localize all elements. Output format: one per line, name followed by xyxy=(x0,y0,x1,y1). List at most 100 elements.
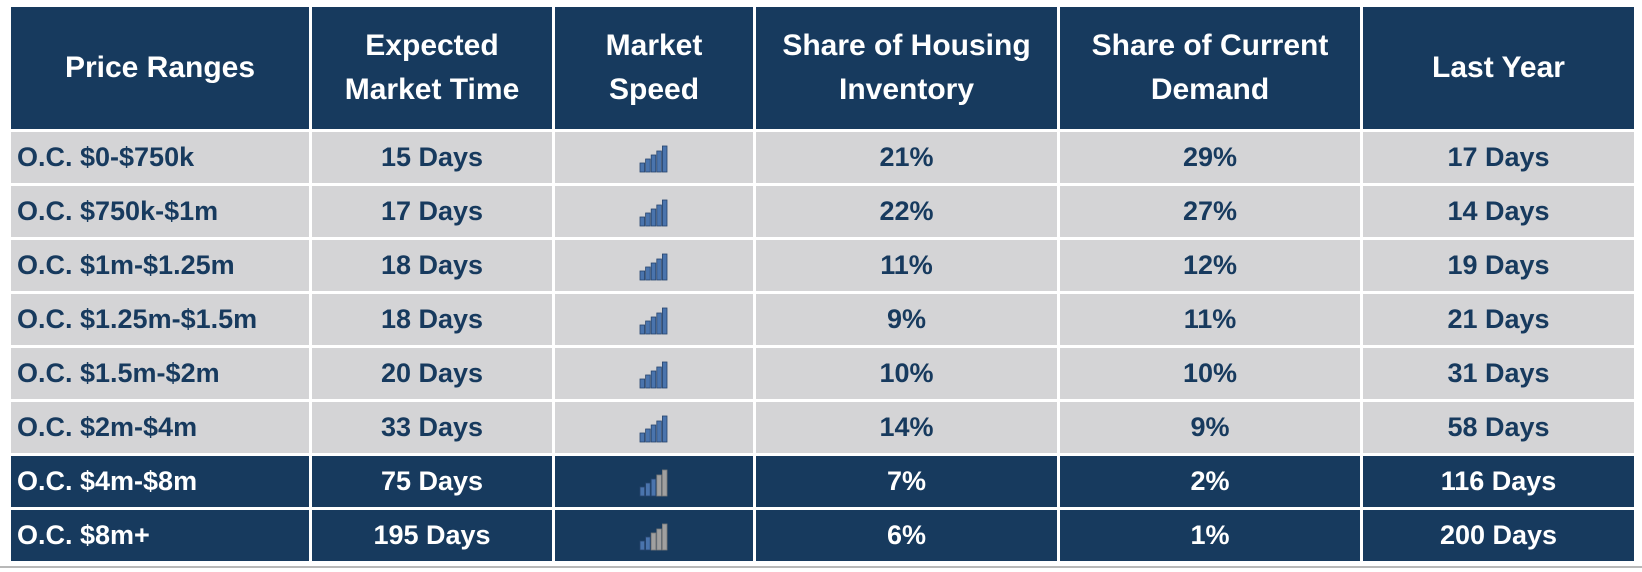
cell-last-year-text: 21 Days xyxy=(1447,304,1550,334)
signal-bar xyxy=(656,366,662,389)
cell-share-of-current-demand: 9% xyxy=(1057,399,1363,456)
table-body: O.C. $0-$750k 15 Days 21% 29% 17 Days O.C. $7… xyxy=(8,129,1637,564)
cell-share-of-housing-inventory: 11% xyxy=(753,237,1060,294)
signal-bar xyxy=(661,523,668,551)
cell-share-of-current-demand-text: 29% xyxy=(1182,142,1238,172)
cell-share-of-housing-inventory: 9% xyxy=(753,291,1060,348)
cell-last-year-text: 200 Days xyxy=(1439,520,1558,550)
cell-market-speed xyxy=(552,129,756,186)
signal-bar xyxy=(639,378,645,389)
header-price-ranges: Price Ranges xyxy=(8,4,312,132)
signal-bar xyxy=(650,154,657,173)
signal-bars-icon xyxy=(639,253,669,281)
cell-last-year-text: 17 Days xyxy=(1447,142,1550,172)
cell-market-speed xyxy=(552,237,756,294)
market-speed-table: Price Ranges Expected Market Time Market… xyxy=(8,4,1637,564)
signal-bar xyxy=(639,324,645,335)
cell-share-of-housing-inventory: 14% xyxy=(753,399,1060,456)
cell-market-speed xyxy=(552,345,756,402)
cell-expected-market-time-text: 75 Days xyxy=(380,466,484,496)
cell-last-year-text: 14 Days xyxy=(1447,196,1550,226)
cell-share-of-housing-inventory-text: 11% xyxy=(880,250,933,280)
signal-bar xyxy=(656,528,662,551)
header-share-demand-line-2: Demand xyxy=(1150,73,1270,106)
cell-market-speed xyxy=(552,291,756,348)
signal-bar xyxy=(656,420,662,443)
signal-bar xyxy=(645,536,651,551)
signal-bars-icon xyxy=(639,145,669,173)
cell-price-range-text: O.C. $1m-$1.25m xyxy=(17,250,235,280)
cell-share-of-housing-inventory: 6% xyxy=(753,507,1060,564)
signal-bar xyxy=(645,212,651,227)
table-row: O.C. $8m+ 195 Days 6% 1% 200 Days xyxy=(8,507,1637,564)
cell-last-year-text: 19 Days xyxy=(1447,250,1550,280)
header-row: Price Ranges Expected Market Time Market… xyxy=(8,4,1637,132)
cell-share-of-current-demand-text: 10% xyxy=(1182,358,1238,388)
signal-bar xyxy=(661,469,668,497)
cell-last-year: 17 Days xyxy=(1360,129,1637,186)
signal-bar xyxy=(650,316,657,335)
signal-bar xyxy=(650,424,657,443)
cell-share-of-current-demand-text: 9% xyxy=(1190,412,1230,442)
cell-expected-market-time: 20 Days xyxy=(309,345,555,402)
cell-price-range: O.C. $8m+ xyxy=(8,507,312,564)
cell-share-of-current-demand-text: 1% xyxy=(1190,520,1230,550)
cell-share-of-current-demand: 29% xyxy=(1057,129,1363,186)
cell-price-range-text: O.C. $4m-$8m xyxy=(17,466,198,496)
signal-bar xyxy=(650,532,657,551)
signal-bar xyxy=(645,320,651,335)
signal-bars-icon xyxy=(639,361,669,389)
cell-market-speed xyxy=(552,453,756,510)
cell-price-range: O.C. $1.5m-$2m xyxy=(8,345,312,402)
signal-bars-icon xyxy=(639,307,669,335)
cell-share-of-housing-inventory: 22% xyxy=(753,183,1060,240)
header-market-speed-line-2: Speed xyxy=(608,73,700,106)
cell-share-of-housing-inventory-text: 7% xyxy=(886,466,927,496)
signal-bar xyxy=(656,312,662,335)
signal-bar xyxy=(656,150,662,173)
cell-share-of-current-demand-text: 27% xyxy=(1182,196,1238,226)
signal-bar xyxy=(650,370,657,389)
cell-expected-market-time: 17 Days xyxy=(309,183,555,240)
signal-bars-icon xyxy=(639,415,669,443)
cell-last-year: 58 Days xyxy=(1360,399,1637,456)
cell-share-of-housing-inventory-text: 21% xyxy=(879,142,934,172)
table-row: O.C. $0-$750k 15 Days 21% 29% 17 Days xyxy=(8,129,1637,186)
market-speed-table-container: Price Ranges Expected Market Time Market… xyxy=(8,4,1637,564)
cell-market-speed xyxy=(552,183,756,240)
cell-price-range: O.C. $1m-$1.25m xyxy=(8,237,312,294)
cell-share-of-current-demand: 27% xyxy=(1057,183,1363,240)
cell-price-range-text: O.C. $750k-$1m xyxy=(17,196,219,226)
signal-bar xyxy=(650,208,657,227)
signal-bar xyxy=(639,540,645,551)
signal-bar xyxy=(650,262,657,281)
table-row: O.C. $750k-$1m 17 Days 22% 27% 14 Days xyxy=(8,183,1637,240)
signal-bar xyxy=(650,478,657,497)
cell-last-year-text: 58 Days xyxy=(1447,412,1550,442)
cell-market-speed xyxy=(552,399,756,456)
signal-bar xyxy=(656,474,662,497)
cell-last-year: 19 Days xyxy=(1360,237,1637,294)
signal-bar xyxy=(661,199,668,227)
header-expected-market-time-line-2: Market Time xyxy=(344,73,520,106)
signal-bar xyxy=(661,415,668,443)
header-share-demand-line-1: Share of Current xyxy=(1091,29,1329,62)
signal-bar xyxy=(645,266,651,281)
signal-bars-icon xyxy=(639,199,669,227)
cell-last-year: 116 Days xyxy=(1360,453,1637,510)
cell-price-range-text: O.C. $0-$750k xyxy=(17,142,195,172)
signal-bar xyxy=(661,307,668,335)
cell-price-range: O.C. $0-$750k xyxy=(8,129,312,186)
cell-market-speed xyxy=(552,507,756,564)
cell-expected-market-time: 15 Days xyxy=(309,129,555,186)
signal-bars-icon xyxy=(639,469,669,497)
header-share-of-current-demand: Share of Current Demand xyxy=(1057,4,1363,132)
cell-share-of-housing-inventory-text: 22% xyxy=(879,196,934,226)
cell-expected-market-time: 18 Days xyxy=(309,291,555,348)
cell-share-of-housing-inventory-text: 10% xyxy=(879,358,934,388)
cell-expected-market-time: 75 Days xyxy=(309,453,555,510)
signal-bar xyxy=(645,158,651,173)
cell-expected-market-time: 33 Days xyxy=(309,399,555,456)
cell-share-of-current-demand: 1% xyxy=(1057,507,1363,564)
cell-price-range-text: O.C. $1.25m-$1.5m xyxy=(17,304,258,334)
